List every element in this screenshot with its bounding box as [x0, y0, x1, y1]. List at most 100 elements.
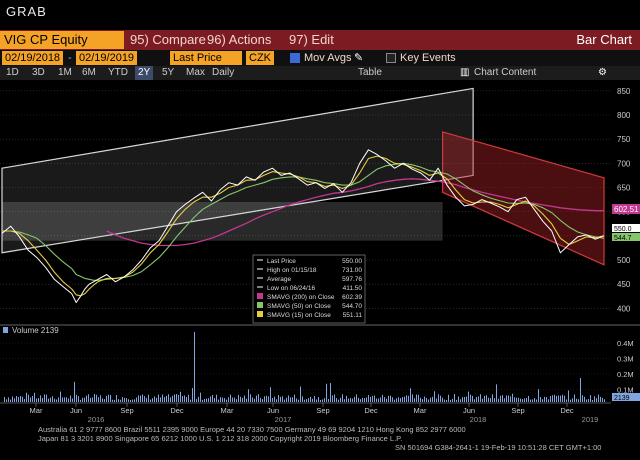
volume-bar: [4, 397, 5, 402]
volume-bar: [400, 398, 401, 402]
period-6m[interactable]: 6M: [82, 67, 96, 78]
x-tick-label-11: Dec: [560, 406, 574, 415]
last-price-tag-value: 550.0: [614, 226, 632, 233]
y-tick-500: 500: [617, 256, 631, 265]
volume-bar: [190, 399, 191, 402]
volume-bar: [284, 399, 285, 402]
volume-bar: [214, 397, 215, 402]
volume-bar: [336, 398, 337, 402]
volume-bar: [10, 399, 11, 402]
currency-select[interactable]: CZK: [246, 51, 274, 65]
volume-bar: [246, 398, 247, 402]
table-button[interactable]: Table: [358, 67, 382, 78]
volume-bar: [414, 398, 415, 402]
compare-menu[interactable]: 95) Compare: [130, 32, 206, 47]
volume-bar: [296, 398, 297, 402]
frequency-select[interactable]: Daily: [212, 67, 235, 78]
volume-bar: [292, 397, 293, 402]
volume-bar: [586, 399, 587, 402]
window-title: GRAB: [6, 4, 47, 19]
x-tick-label-6: Sep: [316, 406, 329, 415]
volume-bar: [224, 398, 225, 402]
pencil-icon[interactable]: ✎: [354, 52, 364, 64]
volume-bar: [480, 394, 481, 402]
volume-bar: [508, 395, 509, 402]
volume-bar: [228, 397, 229, 402]
volume-bar: [152, 398, 153, 402]
volume-bar: [12, 396, 13, 402]
volume-bar: [106, 395, 107, 402]
volume-bar: [242, 397, 243, 402]
volume-bar: [32, 395, 33, 402]
volume-bar: [484, 395, 485, 402]
mov-avgs-checkbox[interactable]: [290, 53, 300, 63]
volume-bar: [358, 397, 359, 402]
volume-bar: [142, 394, 143, 402]
volume-bar: [70, 395, 71, 402]
actions-menu[interactable]: 96) Actions: [207, 32, 272, 47]
volume-bar: [50, 397, 51, 402]
volume-bar: [58, 397, 59, 402]
period-ytd[interactable]: YTD: [108, 67, 128, 78]
volume-bar: [604, 399, 605, 402]
volume-bar: [410, 388, 411, 402]
volume-bar: [464, 397, 465, 402]
volume-bar: [486, 395, 487, 402]
y-tick-800: 800: [617, 111, 631, 120]
volume-bar: [162, 394, 163, 402]
legend-swatch-4: [257, 293, 263, 299]
period-3d[interactable]: 3D: [32, 67, 45, 78]
settings-gear-icon[interactable]: ⚙: [598, 67, 607, 78]
volume-bar: [54, 398, 55, 402]
period-1m[interactable]: 1M: [58, 67, 72, 78]
security-field[interactable]: VIG CP Equity: [0, 31, 124, 49]
volume-bar: [250, 394, 251, 402]
edit-menu[interactable]: 97) Edit: [289, 32, 334, 47]
volume-bar: [266, 395, 267, 402]
volume-bar: [590, 395, 591, 402]
volume-bar: [570, 399, 571, 402]
period-1d[interactable]: 1D: [6, 67, 19, 78]
volume-bar: [310, 396, 311, 402]
footer-line-2: Japan 81 3 3201 8900 Singapore 65 6212 1…: [38, 434, 402, 443]
volume-bar: [186, 396, 187, 402]
key-events-checkbox[interactable]: [386, 53, 396, 63]
volume-bar: [598, 394, 599, 402]
period-5y[interactable]: 5Y: [162, 67, 175, 78]
volume-bar: [328, 398, 329, 402]
period-max[interactable]: Max: [186, 67, 205, 78]
volume-bar: [166, 395, 167, 402]
title-bar: [0, 0, 640, 30]
volume-bar: [392, 397, 393, 402]
volume-bar: [422, 398, 423, 402]
end-date-field[interactable]: 02/19/2019: [76, 51, 138, 65]
volume-bar: [48, 398, 49, 402]
volume-bar: [512, 393, 513, 402]
price-field-select[interactable]: Last Price: [170, 51, 242, 65]
volume-bar: [84, 397, 85, 402]
volume-bar: [384, 397, 385, 402]
volume-bar: [264, 396, 265, 402]
volume-bars: [4, 332, 605, 402]
volume-bar: [92, 397, 93, 402]
x-tick-label-5: Jun: [267, 406, 279, 415]
volume-bar: [330, 383, 331, 402]
volume-bar: [386, 398, 387, 402]
start-date-field[interactable]: 02/19/2018: [2, 51, 64, 65]
volume-bar: [466, 396, 467, 402]
volume-bar: [24, 398, 25, 402]
volume-bar: [440, 395, 441, 402]
period-2y[interactable]: 2Y: [135, 66, 154, 80]
chart-content-icon[interactable]: ▥: [460, 67, 470, 78]
volume-bar: [448, 394, 449, 402]
volume-bar: [222, 397, 223, 402]
volume-bar: [564, 395, 565, 402]
volume-bar: [200, 392, 201, 402]
y-tick-650: 650: [617, 184, 631, 193]
volume-legend-swatch: [3, 327, 8, 333]
volume-bar: [492, 394, 493, 402]
volume-bar: [334, 394, 335, 402]
volume-bar: [112, 399, 113, 402]
chart-content-button[interactable]: Chart Content: [474, 67, 537, 78]
volume-bar: [178, 395, 179, 402]
